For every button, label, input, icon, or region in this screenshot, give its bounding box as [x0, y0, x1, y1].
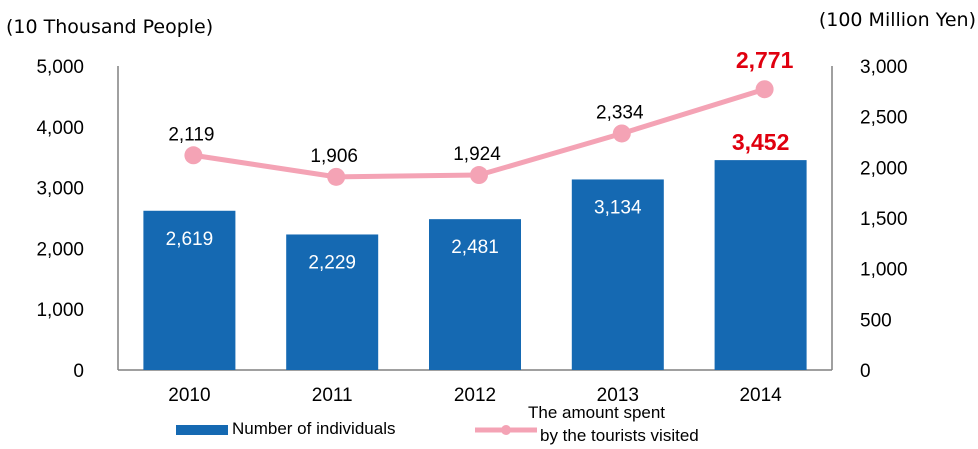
bar: [143, 210, 236, 370]
x-tick-label: 2013: [597, 385, 639, 406]
bar-value-label: 2,619: [166, 229, 214, 250]
bar: [429, 219, 521, 370]
left-axis-unit-label: (10 Thousand People): [6, 16, 213, 38]
bar-value-label: 2,229: [308, 252, 356, 273]
bar-value-label: 3,134: [594, 197, 642, 218]
right-axis: 0 500 1,000 1,500 2,000 2,500 3,000: [831, 57, 908, 382]
x-tick-label: 2010: [168, 385, 210, 406]
right-tick-label: 1,500: [860, 209, 908, 230]
bar: [286, 234, 379, 370]
line-value-label: 2,771: [736, 47, 794, 73]
line-value-label: 1,906: [310, 146, 358, 167]
line-point: [755, 80, 774, 99]
legend-bar-swatch: [176, 425, 228, 435]
line-point: [470, 166, 488, 185]
left-tick-label: 5,000: [36, 57, 84, 78]
line-series: 2,119 1,906 1,924 2,334 2,771: [168, 47, 794, 186]
x-axis: 2010 2011 2012 2013 2014: [118, 369, 832, 406]
bar-value-label: 2,481: [451, 237, 499, 258]
x-tick-label: 2014: [739, 385, 782, 406]
left-tick-label: 1,000: [36, 300, 84, 321]
right-tick-label: 500: [860, 310, 892, 331]
left-tick-label: 3,000: [36, 179, 84, 200]
line-point: [327, 167, 346, 186]
left-tick-label: 2,000: [36, 239, 84, 260]
legend-line-label-1: The amount spent: [528, 403, 665, 422]
line-value-label: 1,924: [453, 144, 501, 165]
right-tick-label: 0: [860, 361, 871, 382]
right-tick-label: 3,000: [860, 57, 908, 78]
bar-series: 2,619 2,229 2,481 3,134 3,452: [143, 129, 807, 370]
bar-value-label: 3,452: [732, 129, 790, 155]
line-value-label: 2,119: [168, 124, 214, 145]
left-axis: 0 1,000 2,000 3,000 4,000 5,000: [36, 57, 119, 382]
right-tick-label: 1,000: [860, 260, 908, 281]
line-value-label: 2,334: [596, 102, 644, 123]
right-axis-unit-label: (100 Million Yen): [819, 9, 976, 31]
line-point: [184, 146, 203, 165]
legend-bar-label: Number of individuals: [232, 419, 395, 438]
x-tick-label: 2011: [312, 385, 353, 406]
bar: [714, 160, 807, 370]
line-point: [612, 124, 631, 143]
right-tick-label: 2,500: [860, 108, 908, 129]
legend-line-marker: [501, 425, 511, 435]
legend: Number of individuals The amount spent b…: [176, 403, 699, 445]
x-tick-label: 2012: [454, 385, 496, 406]
right-tick-label: 2,000: [860, 158, 908, 179]
left-tick-label: 0: [73, 361, 84, 382]
legend-line-label-2: by the tourists visited: [540, 426, 699, 445]
bar: [571, 179, 664, 370]
left-tick-label: 4,000: [36, 118, 84, 139]
